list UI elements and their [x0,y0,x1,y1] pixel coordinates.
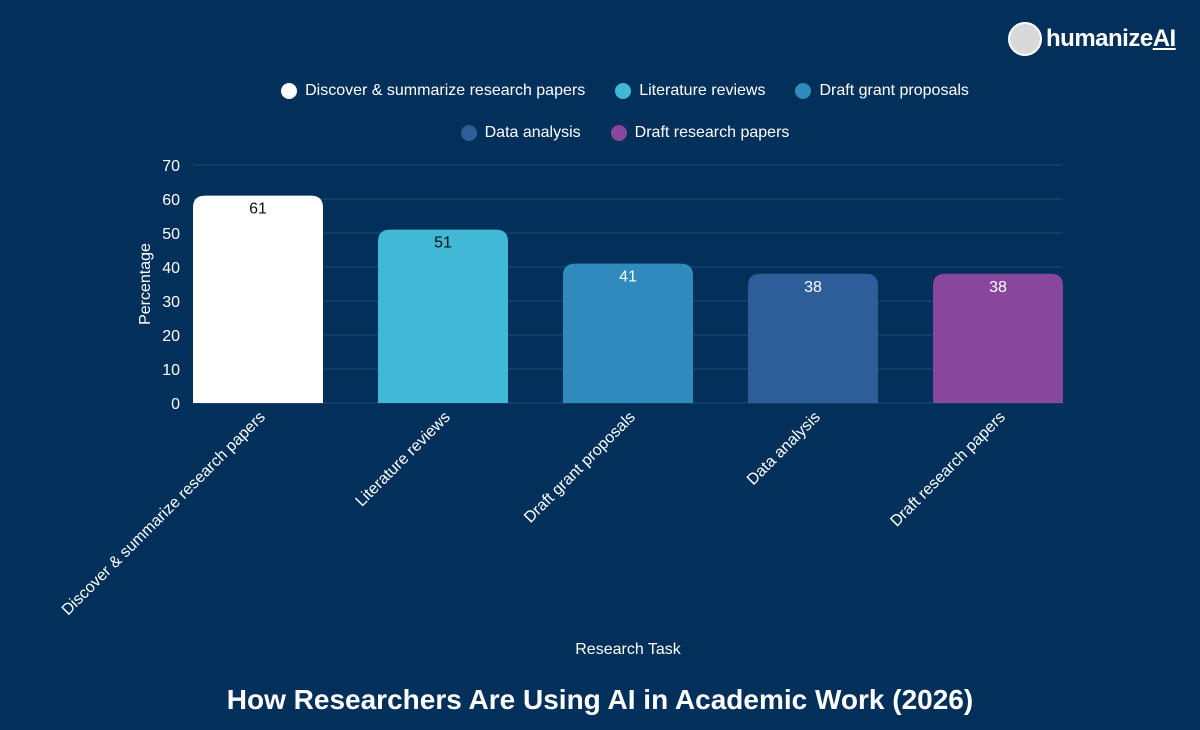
legend-item[interactable]: Literature reviews [615,82,765,100]
data-label: 38 [989,279,1007,296]
data-label: 38 [804,279,822,296]
legend-row-1: Discover & summarize research papers Lite… [0,82,1200,100]
chart-title: How Researchers Are Using AI in Academic… [226,684,974,715]
legend-row-2: Data analysis Draft research papers [0,124,1200,142]
legend-label: Literature reviews [639,82,766,99]
legend-marker [615,83,632,99]
legend-item[interactable]: Discover & summarize research papers [281,82,585,100]
legend-marker [281,83,298,99]
data-label: 51 [434,235,452,252]
x-tick-label: Draft grant proposals [521,409,639,527]
legend-item[interactable]: Data analysis [460,124,581,142]
legend-label: Draft grant proposals [819,82,969,99]
y-tick-label: 70 [162,158,180,175]
bar [748,273,878,403]
y-tick-label: 50 [162,226,180,243]
y-tick-label: 10 [162,362,180,379]
legend-label: Draft research papers [634,124,790,141]
y-tick-label: 40 [162,260,180,277]
data-label: 41 [619,269,637,286]
bar [933,273,1063,403]
bar [563,263,693,403]
y-tick-label: 20 [162,328,180,345]
y-tick-label: 60 [162,192,180,209]
logo-text: humanizeAI [1046,25,1176,52]
legend-item[interactable]: Draft research papers [610,124,790,142]
logo: humanizeAI [1008,22,1176,56]
legend-marker [460,125,477,141]
x-tick-label: Draft research papers [887,409,1008,530]
data-label: 61 [249,201,267,218]
x-axis-title: Research Task [575,641,682,658]
x-tick-label: Data analysis [744,409,824,489]
legend-item[interactable]: Draft grant proposals [795,82,969,100]
brain-head-icon [1008,22,1042,56]
y-tick-label: 30 [162,294,180,311]
bar [193,195,323,403]
legend-label: Data analysis [484,124,581,141]
y-axis-title: Percentage [137,243,154,325]
legend-label: Discover & summarize research papers [305,82,586,99]
x-tick-label: Literature reviews [353,409,454,510]
bar [378,229,508,403]
legend-marker [610,125,627,141]
x-tick-label: Discover & summarize research papers [59,409,269,619]
legend-marker [795,83,812,99]
y-tick-label: 0 [171,396,180,413]
